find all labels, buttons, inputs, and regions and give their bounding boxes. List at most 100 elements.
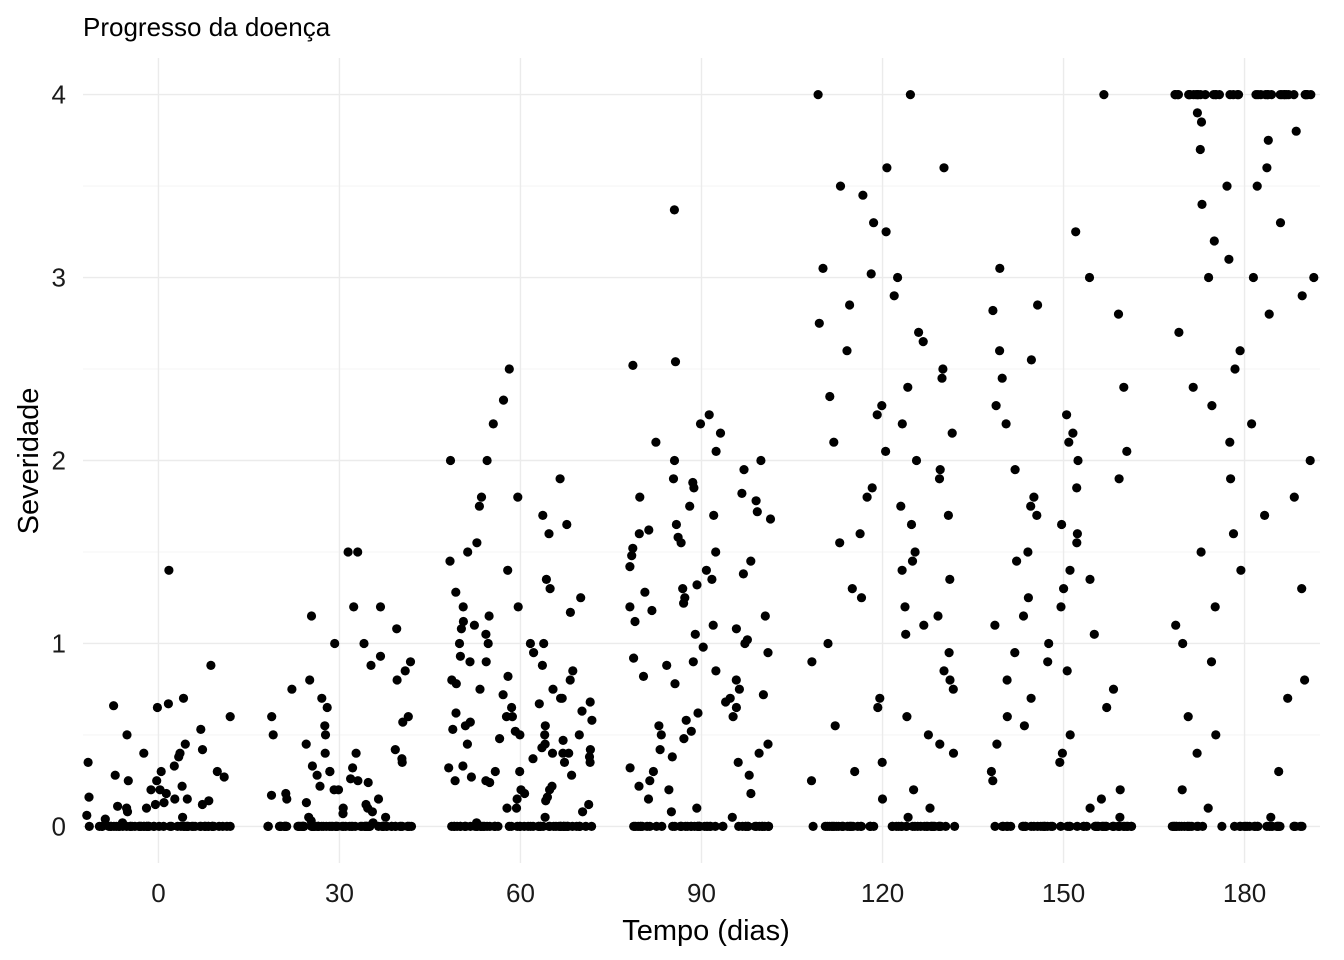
data-point xyxy=(757,821,767,832)
data-point xyxy=(123,776,133,786)
data-point xyxy=(933,611,943,621)
data-point xyxy=(366,660,376,671)
data-point xyxy=(731,624,742,634)
data-point xyxy=(373,794,384,804)
data-point xyxy=(152,702,162,713)
data-point xyxy=(1248,272,1258,283)
data-point xyxy=(1256,90,1266,100)
data-point xyxy=(897,419,907,429)
data-point xyxy=(1010,465,1020,475)
data-point xyxy=(1010,648,1020,658)
data-point xyxy=(889,291,899,301)
data-point xyxy=(877,401,887,411)
data-point xyxy=(679,734,689,744)
data-point xyxy=(733,757,743,768)
data-point xyxy=(353,776,363,786)
data-point xyxy=(905,90,916,100)
data-point xyxy=(1068,428,1078,438)
data-point xyxy=(182,794,192,804)
data-point xyxy=(907,556,918,566)
data-point xyxy=(642,821,652,832)
data-point xyxy=(1001,419,1011,429)
data-point xyxy=(1262,163,1272,173)
data-point xyxy=(400,666,410,676)
data-point xyxy=(1236,565,1246,575)
data-point xyxy=(472,538,482,548)
data-point xyxy=(504,821,514,832)
y-tick-label: 3 xyxy=(52,263,66,293)
data-point xyxy=(901,629,911,639)
data-point xyxy=(481,657,491,667)
data-point xyxy=(1207,401,1217,411)
data-point xyxy=(813,90,823,100)
data-point xyxy=(450,776,460,786)
data-point xyxy=(1113,309,1124,319)
data-point xyxy=(944,648,954,658)
data-point xyxy=(534,699,544,709)
data-point xyxy=(540,721,550,731)
data-point xyxy=(1225,90,1235,100)
data-point xyxy=(1072,538,1082,548)
data-point xyxy=(711,446,721,456)
data-point xyxy=(456,624,466,634)
data-point xyxy=(990,620,1000,630)
data-point xyxy=(1274,821,1284,832)
data-point xyxy=(853,821,863,832)
data-point xyxy=(1247,419,1257,429)
data-point xyxy=(1309,272,1319,283)
data-point xyxy=(555,474,565,484)
data-point xyxy=(1019,721,1029,731)
data-point xyxy=(1032,510,1042,520)
data-point xyxy=(629,653,639,663)
data-point xyxy=(109,701,119,711)
data-point xyxy=(1108,684,1119,694)
data-point xyxy=(656,730,666,740)
data-point xyxy=(1171,620,1181,630)
data-point xyxy=(1071,227,1081,237)
data-point xyxy=(1289,492,1299,502)
data-point xyxy=(903,812,913,822)
data-point xyxy=(1072,483,1082,493)
data-point xyxy=(1023,547,1033,557)
data-point xyxy=(516,785,526,795)
data-point xyxy=(375,651,386,661)
data-point xyxy=(1195,144,1205,155)
data-point xyxy=(1113,821,1123,832)
data-point xyxy=(312,770,322,780)
data-point xyxy=(1196,117,1207,127)
data-point xyxy=(574,730,584,740)
data-point xyxy=(1198,821,1208,832)
data-point xyxy=(100,814,110,824)
data-point xyxy=(746,556,756,566)
data-point xyxy=(1188,382,1198,392)
data-point xyxy=(707,574,717,585)
data-point xyxy=(1057,748,1067,758)
data-point xyxy=(881,227,891,237)
data-point xyxy=(585,697,595,707)
data-point xyxy=(175,748,185,758)
data-point xyxy=(462,739,472,749)
data-point xyxy=(196,724,206,735)
data-point xyxy=(523,821,533,832)
data-point xyxy=(651,437,661,447)
data-point xyxy=(1274,766,1284,777)
data-point xyxy=(835,538,845,548)
data-point xyxy=(84,821,94,832)
data-point xyxy=(935,739,945,749)
data-point xyxy=(565,675,575,685)
data-point xyxy=(178,812,188,822)
data-point xyxy=(882,163,892,173)
data-point xyxy=(338,803,348,813)
data-point xyxy=(325,766,335,777)
data-point xyxy=(502,803,512,813)
data-point xyxy=(628,543,638,553)
data-point xyxy=(825,391,835,402)
data-point xyxy=(458,761,468,771)
data-point xyxy=(822,821,832,832)
data-point xyxy=(299,821,309,832)
data-point xyxy=(627,551,637,561)
data-point xyxy=(1012,556,1022,566)
data-point xyxy=(83,757,93,768)
data-point xyxy=(503,565,513,575)
